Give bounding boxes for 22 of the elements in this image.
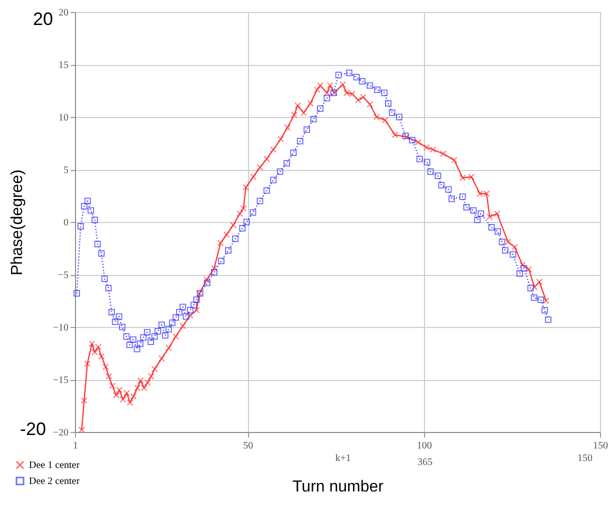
text: k+1 (335, 453, 351, 464)
x-tick-label: 1 (73, 440, 78, 452)
y-axis-title: Phase(degree) (8, 170, 26, 276)
y-tick-label: 10 (58, 112, 68, 124)
x-tick-label: 100 (416, 440, 432, 452)
y-tick-label: −15 (52, 375, 68, 386)
y-tick-label: 20 (58, 8, 68, 18)
legend-label: Dee 1 center (29, 460, 80, 471)
text: 150 (578, 453, 592, 464)
legend-label: Dee 2 center (29, 476, 80, 487)
text: 365 (418, 457, 432, 468)
y-tick-label: −10 (52, 322, 68, 334)
y-tick-label: −5 (58, 270, 68, 281)
text: -20 (20, 419, 46, 439)
y-tick-label: −20 (52, 428, 68, 438)
y-tick-label: 0 (64, 218, 68, 228)
text: 20 (32, 9, 54, 29)
y-tick-label: 5 (64, 165, 68, 176)
x-tick-label: 50 (243, 440, 254, 452)
x-axis-title: Turn number (292, 478, 384, 496)
y-tick-label: 15 (58, 60, 68, 71)
x-tick-label: 150 (593, 440, 608, 452)
